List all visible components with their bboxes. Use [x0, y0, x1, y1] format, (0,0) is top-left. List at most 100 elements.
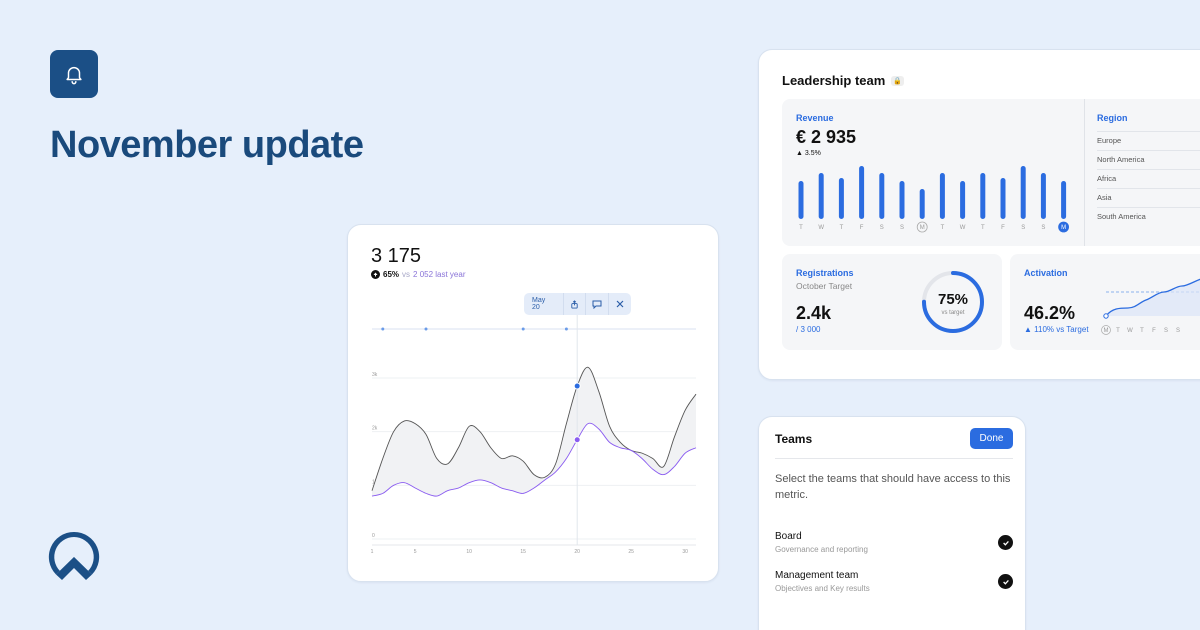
dashboard-title-text: Leadership team — [782, 73, 886, 88]
metric-value: 3 175 — [371, 245, 422, 267]
event-marker[interactable] — [521, 327, 525, 331]
trend-chart-card: 3 175 65% vs 2 052 last year May 20 0 1k 2… — [347, 224, 719, 582]
tooltip-date: May 20 — [532, 297, 546, 311]
revenue-bar[interactable] — [798, 181, 804, 219]
comment-icon — [592, 300, 602, 309]
revenue-bar[interactable] — [939, 173, 945, 219]
activation-value: 46.2% — [1024, 303, 1076, 323]
revenue-bar[interactable] — [980, 173, 986, 219]
day-label: T — [1116, 328, 1120, 334]
day-label: F — [1001, 225, 1005, 231]
day-label: M — [920, 225, 925, 231]
team-item-management[interactable]: Management team Objectives and Key resul… — [775, 570, 1013, 593]
region-name: Asia — [1097, 193, 1112, 202]
series-line — [371, 366, 697, 491]
day-label: T — [840, 225, 844, 231]
day-label: S — [1041, 225, 1045, 231]
region-name: North America — [1097, 155, 1145, 164]
teams-access-card: Teams Done Select the teams that should … — [758, 416, 1026, 630]
revenue-delta-value: 3.5% — [804, 150, 821, 157]
x-tick-label: 25 — [628, 549, 634, 555]
revenue-bar[interactable] — [838, 178, 844, 219]
region-table: Region Europe24North America15Africa13As… — [1084, 99, 1200, 246]
day-label: S — [880, 225, 884, 231]
revenue-delta: ▲ 3.5% — [796, 150, 821, 157]
region-name: Africa — [1097, 174, 1117, 183]
revenue-bar[interactable] — [859, 166, 865, 219]
day-marker — [1058, 221, 1070, 233]
revenue-bar[interactable] — [818, 173, 824, 219]
team-item-board[interactable]: Board Governance and reporting — [775, 531, 1013, 554]
series-band — [372, 367, 696, 497]
revenue-bar[interactable] — [960, 181, 966, 219]
region-row: Africa13 — [1097, 169, 1200, 188]
vs-label: vs — [402, 270, 411, 279]
check-icon[interactable] — [998, 574, 1013, 589]
series-point[interactable] — [573, 382, 581, 390]
leadership-dashboard-card: Leadership team 🔒 Revenue € 2 935 ▲ 3.5%… — [758, 49, 1200, 380]
day-label: W — [960, 225, 966, 231]
day-label: F — [860, 225, 864, 231]
region-name: Europe — [1097, 136, 1122, 145]
region-row: Asia16 — [1097, 188, 1200, 207]
share-button[interactable] — [562, 293, 586, 315]
close-button[interactable] — [608, 293, 631, 315]
arrow-up-icon — [371, 270, 380, 279]
team-sub: Objectives and Key results — [775, 584, 870, 593]
day-label: M — [1104, 328, 1109, 334]
ring-percent: 75% — [938, 291, 968, 308]
check-icon[interactable] — [998, 535, 1013, 550]
day-label: S — [1021, 225, 1025, 231]
registrations-sub: October Target — [796, 281, 853, 291]
page-title: November update — [50, 124, 364, 166]
done-button[interactable]: Done — [970, 428, 1013, 449]
event-marker[interactable] — [424, 327, 428, 331]
region-row: Europe24 — [1097, 131, 1200, 150]
day-label: S — [900, 225, 904, 231]
revenue-bar[interactable] — [1020, 166, 1026, 219]
revenue-bar[interactable] — [1061, 181, 1067, 219]
revenue-bar[interactable] — [879, 173, 885, 219]
divider — [775, 458, 1013, 459]
day-marker — [916, 221, 928, 233]
revenue-amount: € 2 935 — [796, 127, 857, 147]
last-year-value: 2 052 last year — [413, 270, 466, 279]
y-tick-label: 2k — [372, 426, 378, 432]
revenue-bar[interactable] — [919, 189, 925, 219]
event-marker[interactable] — [564, 327, 568, 331]
day-label: S — [1164, 328, 1168, 334]
revenue-bar[interactable] — [1040, 173, 1046, 219]
bell-icon — [66, 66, 82, 85]
registrations-target: / 3 000 — [796, 325, 821, 334]
series-line — [371, 422, 697, 497]
brand-logo-icon — [48, 531, 100, 580]
revenue-bar[interactable] — [899, 181, 905, 219]
day-label: S — [1176, 328, 1180, 334]
y-tick-label: 0 — [372, 533, 375, 539]
revenue-bar[interactable] — [1000, 178, 1006, 219]
change-percent: 65% — [383, 270, 400, 279]
registrations-value: 2.4k — [796, 303, 832, 323]
day-label: T — [799, 225, 803, 231]
comment-button[interactable] — [585, 293, 608, 315]
day-label: F — [1152, 328, 1156, 334]
series-point[interactable] — [573, 436, 581, 444]
x-tick-label: 1 — [371, 549, 374, 555]
activation-delta-value: 110% vs Target — [1034, 325, 1089, 334]
registrations-label: Registrations — [796, 268, 854, 278]
team-name: Management team — [775, 570, 859, 581]
x-tick-label: 10 — [466, 549, 472, 555]
team-name: Board — [775, 531, 802, 542]
day-label: M — [1061, 225, 1066, 231]
notification-badge[interactable] — [50, 50, 98, 98]
day-label: T — [981, 225, 985, 231]
day-label: T — [1140, 328, 1144, 334]
ring-sub: vs target — [941, 310, 964, 316]
x-tick-label: 30 — [682, 549, 688, 555]
activation-delta: ▲ 110% vs Target — [1024, 325, 1089, 334]
event-marker[interactable] — [381, 327, 385, 331]
dashboard-title: Leadership team 🔒 — [782, 73, 905, 88]
